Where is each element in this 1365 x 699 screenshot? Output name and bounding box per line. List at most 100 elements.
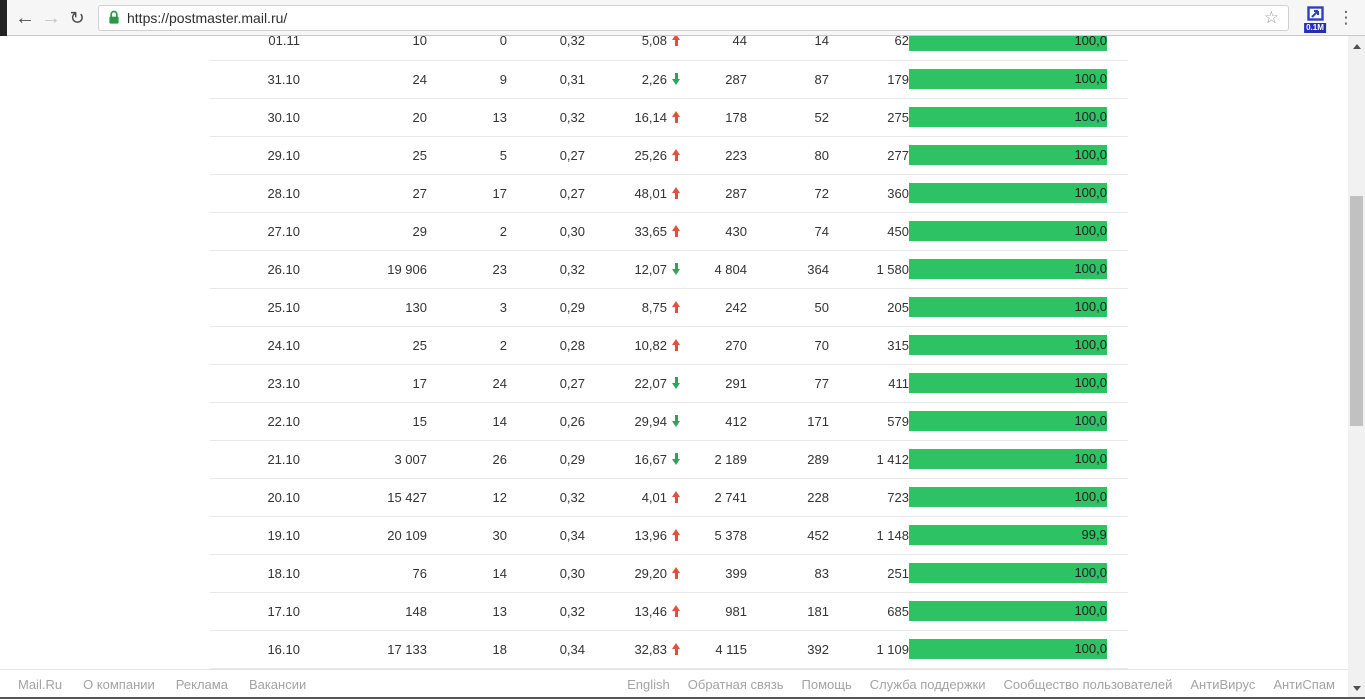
padlock-icon: [108, 10, 120, 25]
trend-value: 16,67: [634, 451, 667, 467]
table-row: 23.10 17 24 0,27 22,07 291 77 411 100,0: [210, 364, 1128, 403]
browser-toolbar: ← → ↻ https://postmaster.mail.ru/ ☆ 0.1M…: [0, 0, 1365, 36]
statistics-table: 01.11 10 0 0,32 5,08 44 14 62 100,0 31.10 24 9 0,31 2…: [210, 36, 1128, 669]
table-cell: 18.10: [210, 554, 300, 593]
trend-value: 13,46: [634, 603, 667, 619]
footer-link[interactable]: Обратная связь: [687, 677, 784, 692]
table-cell: 1 109: [829, 630, 909, 669]
table-cell: 1 580: [829, 250, 909, 289]
table-cell: 179: [829, 60, 909, 99]
table-cell: 0,26: [507, 402, 585, 441]
table-cell: 20: [300, 98, 427, 137]
footer-link[interactable]: Служба поддержки: [869, 677, 986, 692]
table-cell: 99,9: [909, 516, 1128, 555]
extension-icon[interactable]: 0.1M: [1299, 0, 1331, 36]
address-bar[interactable]: https://postmaster.mail.ru/ ☆: [98, 4, 1289, 31]
scrollbar[interactable]: [1348, 36, 1365, 699]
table-cell: 20 109: [300, 516, 427, 555]
table-row: 01.11 10 0 0,32 5,08 44 14 62 100,0: [210, 36, 1128, 61]
table-cell: 19 906: [300, 250, 427, 289]
scrollbar-up-button[interactable]: [1348, 38, 1365, 55]
trend-value: 48,01: [634, 185, 667, 201]
table-cell: 13: [427, 592, 507, 631]
footer-link[interactable]: Вакансии: [248, 677, 307, 692]
table-cell: 20.10: [210, 478, 300, 517]
trend-arrow-up-icon: [672, 110, 681, 123]
reload-button[interactable]: ↻: [69, 7, 85, 28]
footer-link[interactable]: АнтиВирус: [1190, 677, 1256, 692]
trend-value: 2,26: [641, 71, 667, 87]
table-cell: 10,82: [585, 326, 681, 365]
bookmark-star-icon[interactable]: ☆: [1263, 7, 1279, 27]
scrollbar-down-button[interactable]: [1348, 680, 1365, 697]
table-cell: 100,0: [909, 288, 1128, 327]
table-cell: 412: [681, 402, 747, 441]
table-cell: 2 741: [681, 478, 747, 517]
table-cell: 25,26: [585, 136, 681, 175]
footer-link[interactable]: English: [627, 677, 670, 692]
table-cell: 100,0: [909, 136, 1128, 175]
table-cell: 32,83: [585, 630, 681, 669]
trend-arrow-up-icon: [672, 528, 681, 541]
table-cell: 27.10: [210, 212, 300, 251]
trend-arrow-up-icon: [672, 604, 681, 617]
footer-link[interactable]: О компании: [83, 677, 155, 692]
table-cell: 430: [681, 212, 747, 251]
trend-value: 16,14: [634, 109, 667, 125]
table-cell: 392: [747, 630, 829, 669]
footer-link[interactable]: Mail.Ru: [18, 677, 63, 692]
table-row: 29.10 25 5 0,27 25,26 223 80 277 100,0: [210, 136, 1128, 175]
table-cell: 17: [427, 174, 507, 213]
table-cell: 171: [747, 402, 829, 441]
table-cell: 13: [427, 98, 507, 137]
table-row: 18.10 76 14 0,30 29,20 399 83 251 100,0: [210, 554, 1128, 593]
page-footer: Mail.Ru О компании Реклама Вакансии English…: [0, 669, 1365, 699]
footer-link[interactable]: АнтиСпам: [1273, 677, 1335, 692]
trend-value: 25,26: [634, 147, 667, 163]
table-cell: 0,32: [507, 98, 585, 137]
delivery-rate-bar: 100,0: [909, 335, 1107, 355]
table-cell: 23.10: [210, 364, 300, 403]
trend-arrow-up-icon: [672, 186, 681, 199]
table-cell: 0,34: [507, 516, 585, 555]
forward-button[interactable]: →: [41, 6, 61, 29]
trend-value: 29,20: [634, 565, 667, 581]
table-cell: 2,26: [585, 60, 681, 99]
delivery-rate-bar: 100,0: [909, 487, 1107, 507]
delivery-rate-bar: 100,0: [909, 373, 1107, 393]
table-row: 28.10 27 17 0,27 48,01 287 72 360 100,0: [210, 174, 1128, 213]
table-cell: 100,0: [909, 60, 1128, 99]
delivery-rate-bar: 100,0: [909, 221, 1107, 241]
footer-link[interactable]: Сообщество пользователей: [1003, 677, 1173, 692]
table-cell: 27: [300, 174, 427, 213]
table-cell: 3 007: [300, 440, 427, 479]
browser-menu-button[interactable]: ⋮: [1337, 7, 1355, 27]
trend-value: 12,07: [634, 261, 667, 277]
delivery-rate-bar: 100,0: [909, 601, 1107, 621]
table-cell: 29,94: [585, 402, 681, 441]
table-cell: 24.10: [210, 326, 300, 365]
table-cell: 0,27: [507, 136, 585, 175]
delivery-rate-bar: 100,0: [909, 297, 1107, 317]
url-text[interactable]: https://postmaster.mail.ru/: [127, 9, 288, 26]
table-cell: 0,32: [507, 592, 585, 631]
table-cell: 48,01: [585, 174, 681, 213]
scrollbar-thumb[interactable]: [1350, 196, 1363, 426]
footer-link[interactable]: Помощь: [801, 677, 852, 692]
table-cell: 16.10: [210, 630, 300, 669]
table-cell: 2 189: [681, 440, 747, 479]
table-cell: 30: [427, 516, 507, 555]
back-button[interactable]: ←: [15, 6, 35, 29]
delivery-rate-bar: 100,0: [909, 145, 1107, 165]
table-cell: 9: [427, 60, 507, 99]
trend-value: 33,65: [634, 223, 667, 239]
table-cell: 411: [829, 364, 909, 403]
trend-value: 32,83: [634, 641, 667, 657]
trend-arrow-down-icon: [672, 262, 681, 275]
footer-link[interactable]: Реклама: [175, 677, 228, 692]
table-cell: 10: [300, 36, 427, 61]
table-cell: 364: [747, 250, 829, 289]
table-cell: 452: [747, 516, 829, 555]
table-cell: 289: [747, 440, 829, 479]
